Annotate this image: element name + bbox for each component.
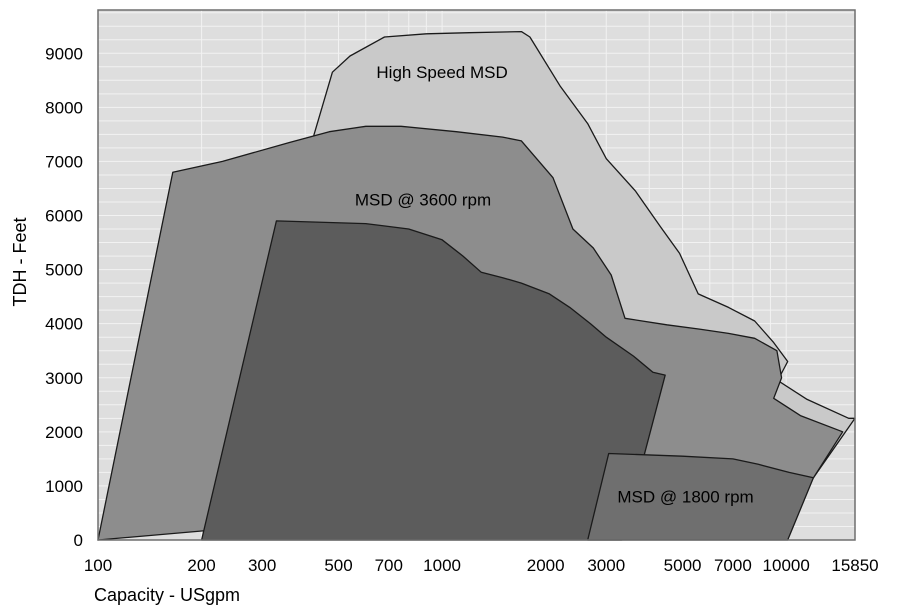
x-tick-label: 5000 — [664, 556, 702, 575]
x-tick-label: 200 — [187, 556, 215, 575]
y-axis-title: TDH - Feet — [10, 217, 30, 306]
x-tick-label: 1000 — [423, 556, 461, 575]
y-tick-label: 5000 — [45, 261, 83, 280]
series-areas — [97, 30, 856, 541]
y-tick-label: 2000 — [45, 423, 83, 442]
x-axis-title: Capacity - USgpm — [94, 585, 240, 605]
x-tick-label: 100 — [84, 556, 112, 575]
x-tick-label: 2000 — [527, 556, 565, 575]
series-area-msd-1800-rpm — [587, 452, 815, 541]
plot-frame — [97, 9, 856, 541]
y-tick-label: 1000 — [45, 477, 83, 496]
region-label: MSD @ 3600 rpm — [355, 190, 491, 209]
x-axis-ticks: 100 200 300 500 700 1000 2000 3000 5000 7000 10000… — [84, 556, 879, 575]
x-tick-label: 15850 — [831, 556, 878, 575]
x-tick-label: 300 — [248, 556, 276, 575]
y-tick-label: 4000 — [45, 315, 83, 334]
x-tick-label: 3000 — [587, 556, 625, 575]
y-tick-label: 3000 — [45, 369, 83, 388]
region-label: MSD @ 1800 rpm — [617, 488, 753, 507]
x-tick-label: 10000 — [763, 556, 810, 575]
y-tick-label: 6000 — [45, 207, 83, 226]
region-label: High Speed MSD — [376, 63, 507, 82]
y-tick-label: 7000 — [45, 152, 83, 171]
series-area-inner-region — [200, 220, 666, 541]
x-tick-label: 700 — [375, 556, 403, 575]
x-tick-label: 7000 — [714, 556, 752, 575]
x-tick-label: 500 — [324, 556, 352, 575]
region-labels: High Speed MSD MSD @ 3600 rpm MSD @ 1800 r… — [355, 63, 754, 507]
y-axis-ticks: 0 1000 2000 3000 4000 5000 6000 7000 8000 9000 — [45, 44, 83, 550]
y-tick-label: 9000 — [45, 44, 83, 63]
y-tick-label: 8000 — [45, 98, 83, 117]
y-tick-label: 0 — [74, 531, 83, 550]
